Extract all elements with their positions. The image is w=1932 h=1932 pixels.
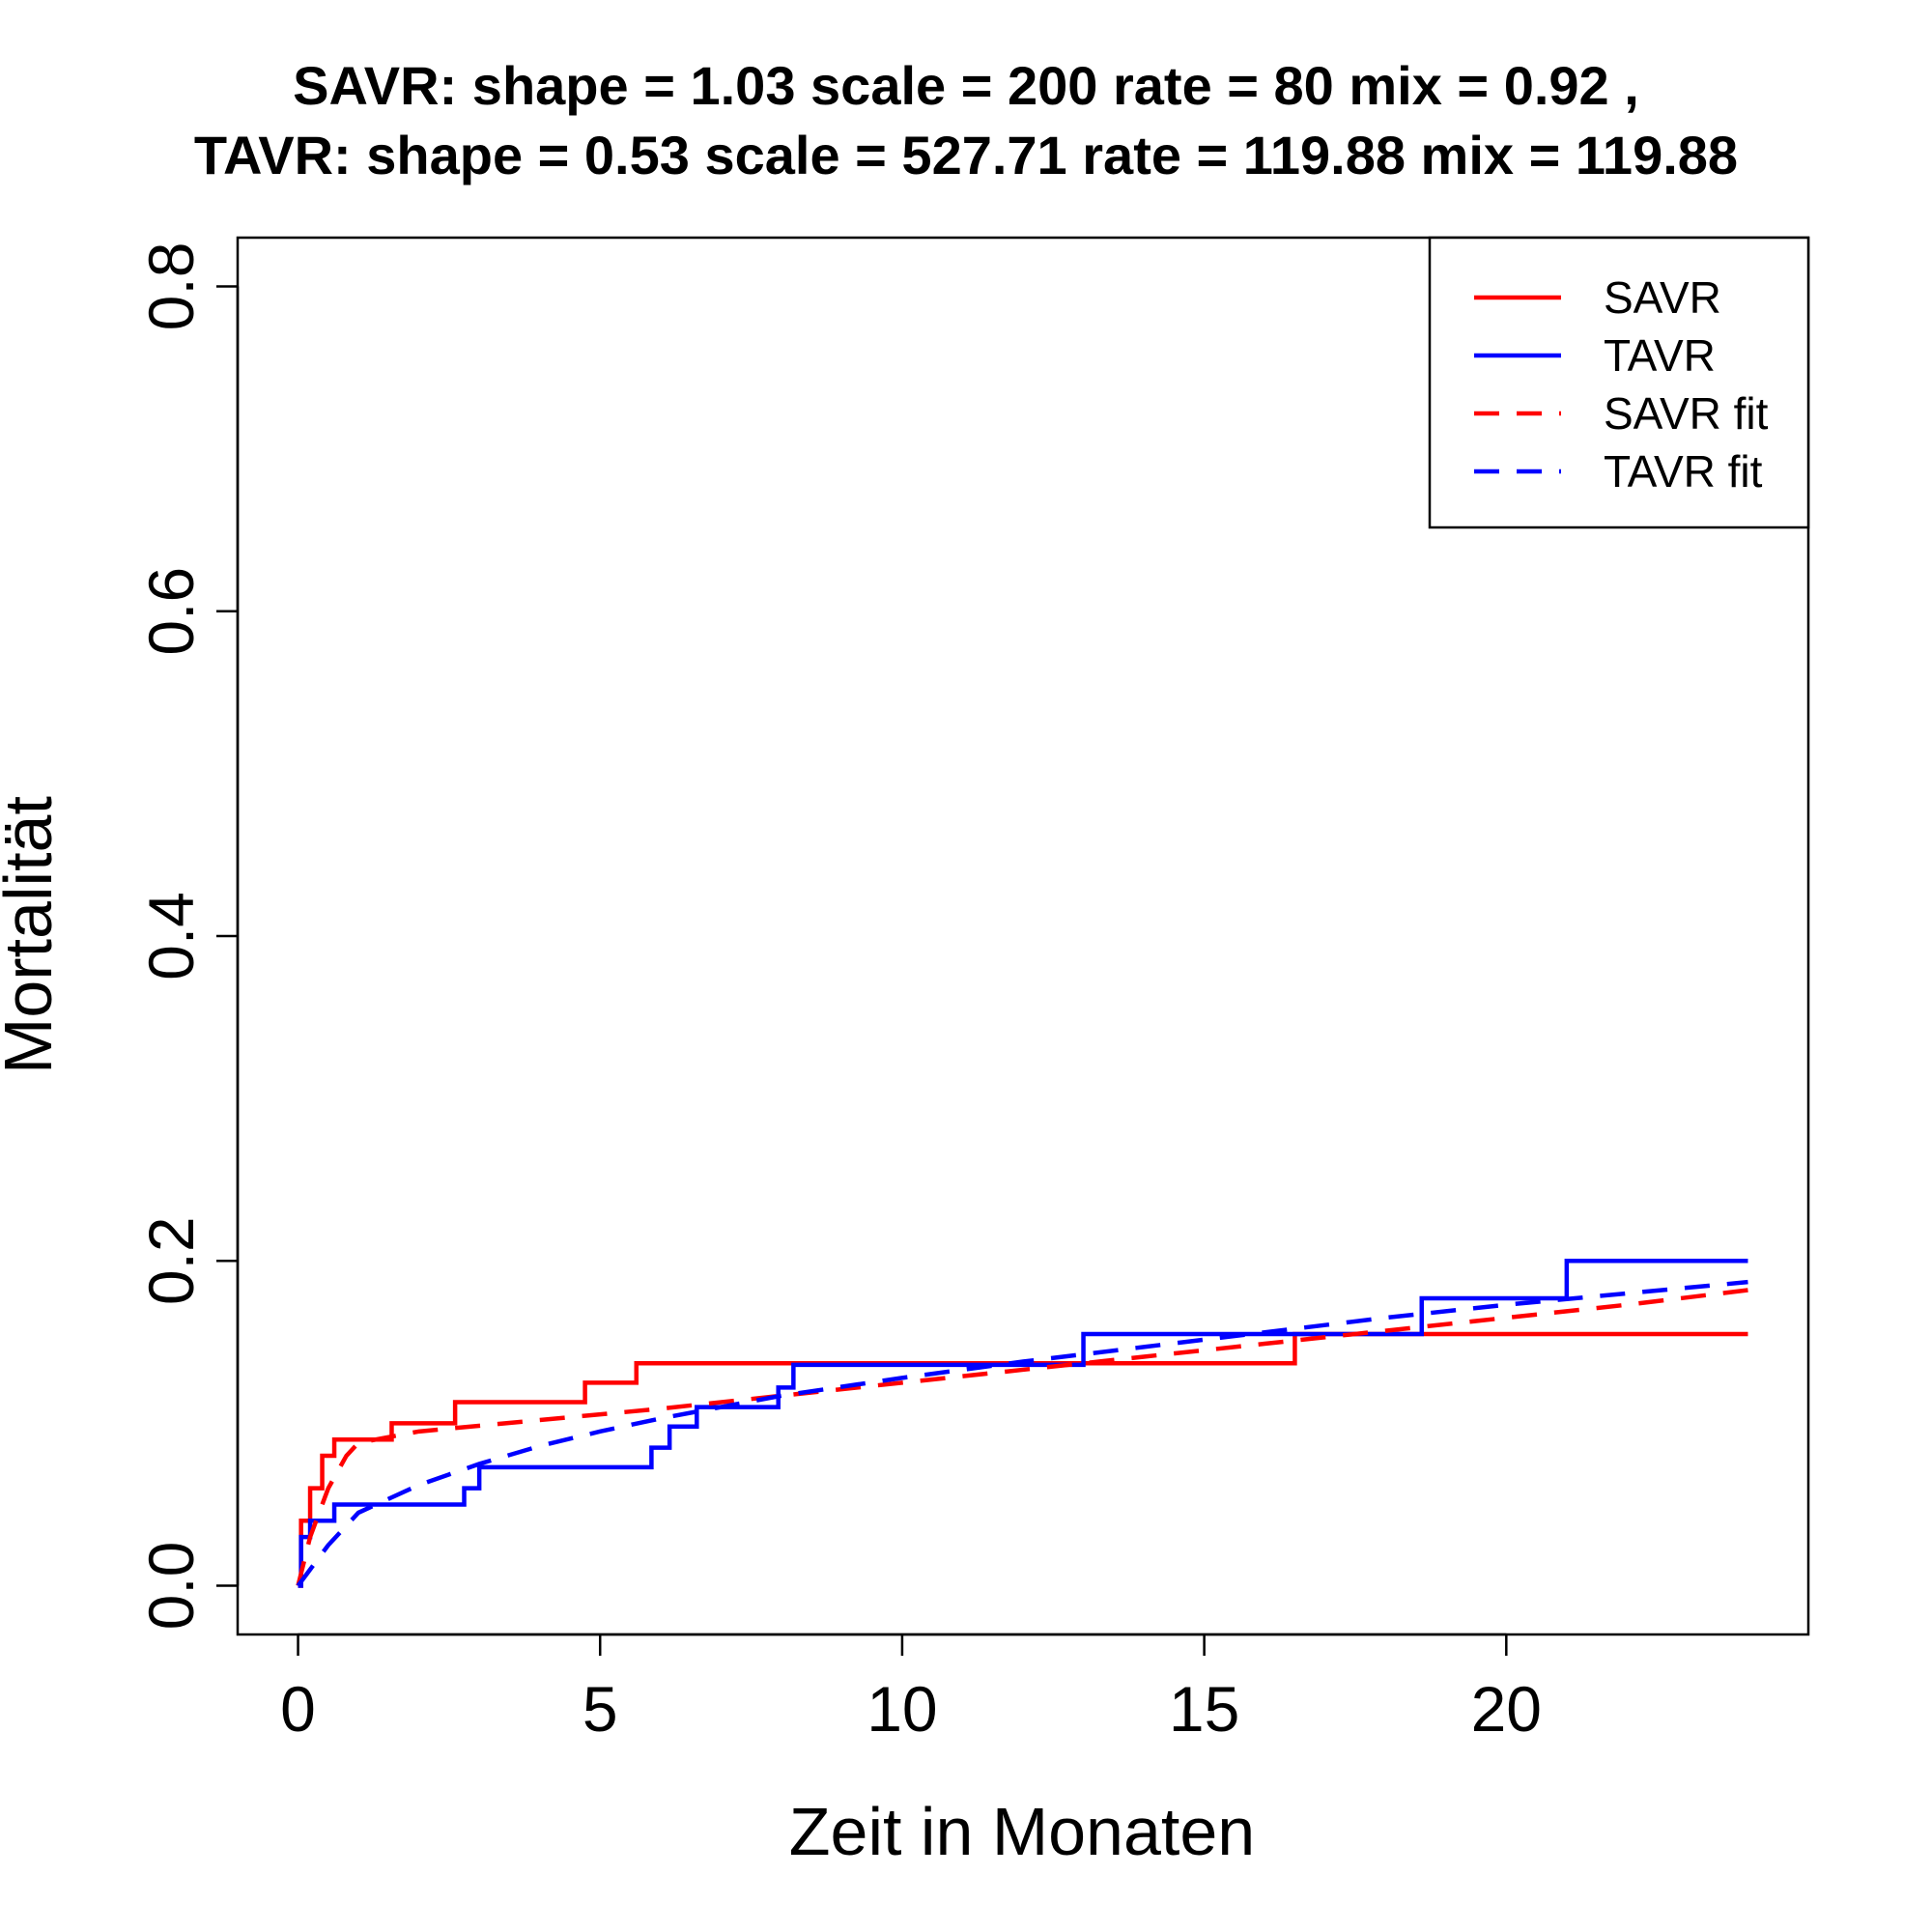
x-tick-label: 20 — [1471, 1673, 1542, 1745]
legend-box — [1428, 236, 1810, 529]
x-tick-label: 0 — [280, 1673, 316, 1745]
y-axis: 0.0 0.2 0.4 0.6 0.8 — [135, 242, 240, 1631]
series-savr — [298, 1331, 1748, 1588]
legend-label: SAVR — [1604, 272, 1721, 323]
y-tick-label: 0.8 — [135, 242, 207, 331]
legend-label: SAVR fit — [1604, 388, 1769, 439]
y-axis-label: Mortalität — [0, 796, 66, 1074]
legend-label: TAVR — [1604, 330, 1716, 381]
y-tick-label: 0.2 — [135, 1216, 207, 1305]
legend-label: TAVR fit — [1604, 446, 1763, 497]
legend: SAVR TAVR SAVR fit TAVR fit — [1428, 236, 1810, 529]
x-axis-label: Zeit in Monaten — [789, 1794, 1255, 1869]
x-tick-label: 15 — [1169, 1673, 1239, 1745]
y-tick-label: 0.6 — [135, 567, 207, 656]
series-tavr — [298, 1259, 1748, 1588]
y-tick-label: 0.4 — [135, 892, 207, 980]
chart-title-line-1: SAVR: shape = 1.03 scale = 200 rate = 80… — [293, 55, 1639, 116]
chart-title-line-2: TAVR: shape = 0.53 scale = 527.71 rate =… — [194, 125, 1738, 185]
series-layer — [296, 1259, 1748, 1588]
series-tavr-fit — [296, 1279, 1748, 1587]
x-axis: 0 5 10 15 20 — [280, 1633, 1542, 1745]
x-tick-label: 10 — [867, 1673, 937, 1745]
y-tick-label: 0.0 — [135, 1542, 207, 1631]
x-tick-label: 5 — [582, 1673, 618, 1745]
